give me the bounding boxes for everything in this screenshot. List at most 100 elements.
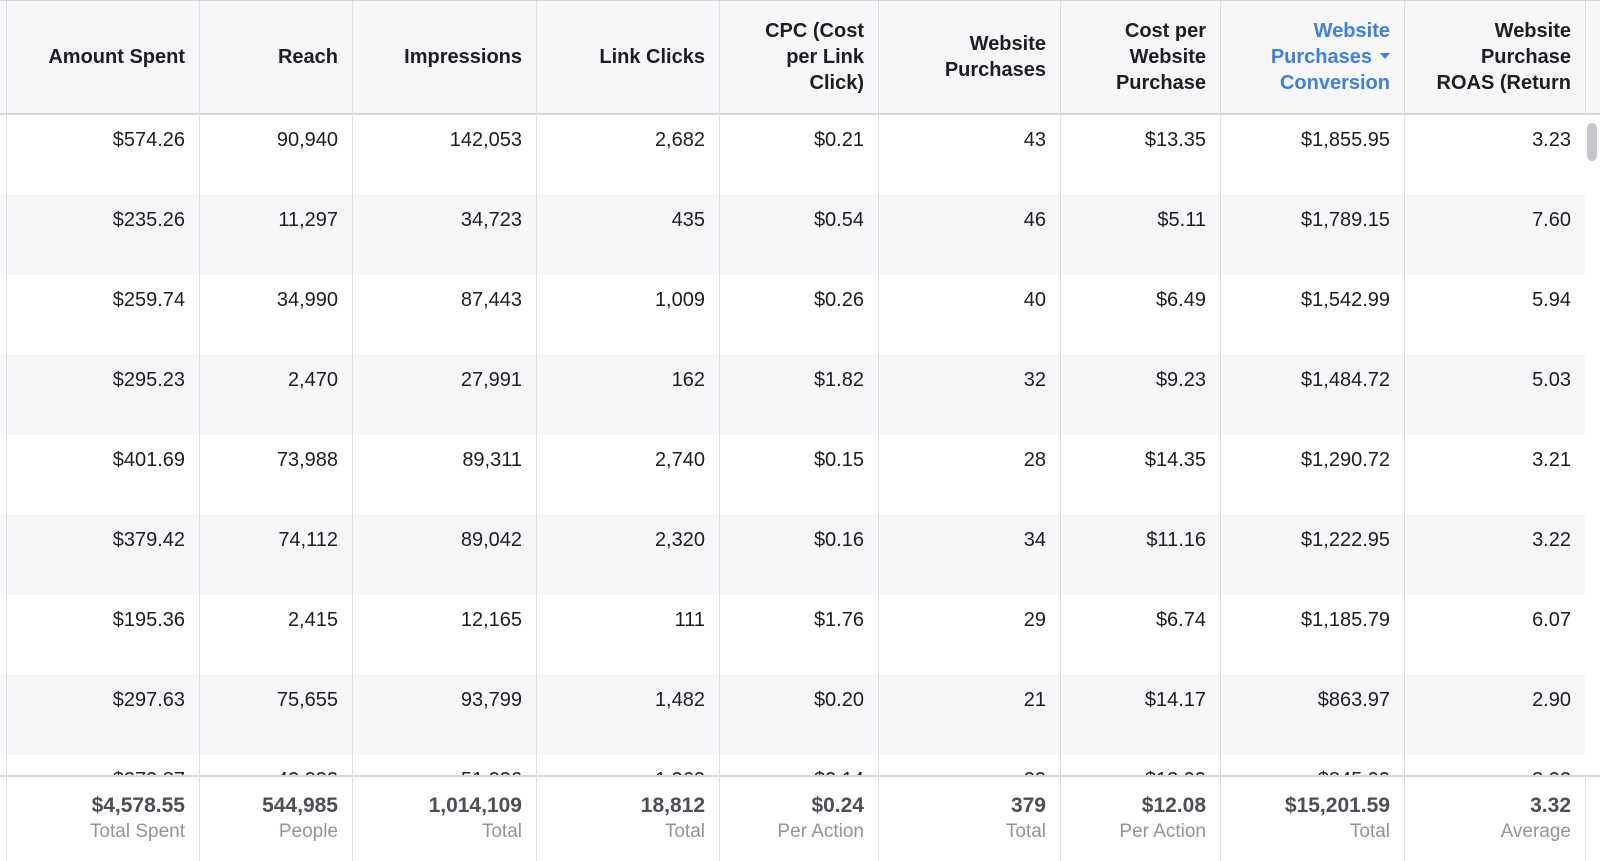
cell-website-purchases: 28 — [1023, 449, 1046, 471]
cell-impressions: 27,991 — [460, 369, 522, 391]
scrollbar-thumb[interactable] — [1587, 123, 1597, 161]
cell-amount-spent: $574.26 — [112, 129, 185, 151]
vertical-scrollbar[interactable] — [1585, 115, 1600, 775]
table-row[interactable]: $295.23 2,470 27,991 162 $1.82 32 $9.23 $1,484.… — [0, 355, 1600, 435]
cell-amount-spent: $235.26 — [112, 209, 185, 231]
table-row[interactable]: $574.26 90,940 142,053 2,682 $0.21 43 $13.35 $1… — [0, 115, 1600, 195]
column-header-link-clicks[interactable]: Link Clicks — [536, 1, 719, 113]
total-value: $12.08 — [1141, 794, 1206, 817]
total-value: $4,578.55 — [91, 794, 185, 817]
total-cell-reach: 544,985 People — [199, 777, 352, 861]
cell-website-purchase-roas-return: 7.60 — [1532, 209, 1571, 231]
total-cell-cost-per-website-purchase: $12.08 Per Action — [1060, 777, 1220, 861]
cell-website-purchases: 20 — [878, 755, 1060, 775]
cell-impressions: 34,723 — [460, 209, 522, 231]
cell-impressions: 89,311 — [462, 449, 522, 471]
table-row[interactable]: $379.42 74,112 89,042 2,320 $0.16 34 $11.16 $1,… — [0, 515, 1600, 595]
table-totals-row: $4,578.55 Total Spent 544,985 People 1,014,1… — [0, 775, 1600, 861]
cell-website-purchases-conversion: $1,542.99 — [1301, 289, 1390, 311]
total-cell-impressions: 1,014,109 Total — [352, 777, 536, 861]
cell-cost-per-website-purchase: $6.74 — [1155, 609, 1206, 631]
caret-down-icon[interactable] — [1380, 52, 1390, 59]
cell-website-purchase-roas-return: 3.23 — [1532, 129, 1571, 151]
total-label: Total — [664, 821, 705, 842]
total-label: Total — [1005, 821, 1046, 842]
total-label: People — [278, 821, 338, 842]
column-header-label: Website Purchases — [944, 33, 1046, 81]
table-row[interactable]: $297.63 75,655 93,799 1,482 $0.20 21 $14.17 $86… — [0, 675, 1600, 755]
total-value: $0.24 — [811, 794, 864, 817]
cell-cost-per-website-purchase: $11.16 — [1146, 529, 1206, 551]
cell-website-purchases-conversion: $1,222.95 — [1301, 529, 1390, 551]
total-label: Total Spent — [89, 821, 185, 842]
cell-amount-spent: $297.63 — [112, 689, 185, 711]
total-value: $15,201.59 — [1284, 794, 1390, 817]
cell-cpc-cost-per-link-click: $0.26 — [813, 289, 864, 311]
cell-website-purchase-roas-return: 5.03 — [1532, 369, 1571, 391]
column-header-label: Website Purchases Conversion — [1270, 20, 1390, 94]
cell-website-purchase-roas-return: 3.22 — [1532, 529, 1571, 551]
cell-cost-per-website-purchase: $14.17 — [1144, 689, 1206, 711]
column-header-label: Impressions — [404, 46, 522, 68]
cell-impressions: 87,443 — [460, 289, 522, 311]
total-label: Per Action — [777, 821, 864, 842]
total-cell-website-purchases-conversion: $15,201.59 Total — [1220, 777, 1404, 861]
cell-amount-spent: $379.42 — [112, 529, 185, 551]
table-row[interactable]: $279.8740,02251,0261,962$0.1420$13.99$84… — [0, 755, 1600, 775]
table-body: $574.26 90,940 142,053 2,682 $0.21 43 $13.35 $1… — [0, 115, 1600, 775]
column-header-reach[interactable]: Reach — [199, 1, 352, 113]
cell-website-purchase-roas-return: 2.90 — [1532, 689, 1571, 711]
column-header-website-purchases-conversion[interactable]: Website Purchases Conversion — [1220, 1, 1404, 113]
cell-reach: 74,112 — [278, 529, 338, 551]
cell-website-purchases-conversion: $863.97 — [1317, 689, 1390, 711]
column-header-label: Amount Spent — [48, 46, 185, 68]
column-header-cost-per-website-purchase[interactable]: Cost per Website Purchase — [1060, 1, 1220, 113]
cell-website-purchases-conversion: $1,855.95 — [1301, 129, 1390, 151]
table-row[interactable]: $195.36 2,415 12,165 111 $1.76 29 $6.74 $1,185.… — [0, 595, 1600, 675]
cell-link-clicks: 162 — [671, 369, 705, 391]
cell-impressions: 12,165 — [460, 609, 522, 631]
cell-website-purchases-conversion: $1,789.15 — [1301, 209, 1390, 231]
table-row[interactable]: $259.74 34,990 87,443 1,009 $0.26 40 $6.49 $1,5… — [0, 275, 1600, 355]
cell-link-clicks: 2,740 — [654, 449, 705, 471]
cell-website-purchase-roas-return: 3.21 — [1532, 449, 1571, 471]
cell-impressions: 142,053 — [449, 129, 522, 151]
column-header-label: Reach — [277, 46, 338, 68]
cell-website-purchase-roas-return: 5.94 — [1532, 289, 1571, 311]
cell-website-purchases: 29 — [1023, 609, 1046, 631]
cell-reach: 2,470 — [287, 369, 338, 391]
cell-impressions: 51,026 — [352, 755, 536, 775]
column-header-label: Link Clicks — [599, 46, 705, 68]
total-label: Total — [1349, 821, 1390, 842]
table-row[interactable]: $235.26 11,297 34,723 435 $0.54 46 $5.11 $1,789… — [0, 195, 1600, 275]
cell-cost-per-website-purchase: $13.35 — [1144, 129, 1206, 151]
cell-amount-spent: $295.23 — [112, 369, 185, 391]
column-header-label: CPC (Cost per Link Click) — [765, 20, 864, 94]
total-value: 1,014,109 — [428, 794, 522, 817]
cell-reach: 11,297 — [278, 209, 338, 231]
cell-cpc-cost-per-link-click: $0.54 — [813, 209, 864, 231]
cell-reach: 90,940 — [276, 129, 338, 151]
column-header-label: Website Purchase ROAS (Return — [1436, 20, 1571, 94]
cell-reach: 73,988 — [276, 449, 338, 471]
column-header-label: Cost per Website Purchase — [1115, 20, 1206, 94]
cell-website-purchases: 32 — [1023, 369, 1046, 391]
cell-website-purchases: 40 — [1023, 289, 1046, 311]
table-row[interactable]: $401.69 73,988 89,311 2,740 $0.15 28 $14.35 $1,… — [0, 435, 1600, 515]
cell-cpc-cost-per-link-click: $0.14 — [719, 755, 878, 775]
column-header-cpc-cost-per-link-click[interactable]: CPC (Cost per Link Click) — [719, 1, 878, 113]
cell-impressions: 89,042 — [460, 529, 522, 551]
cell-website-purchases: 21 — [1023, 689, 1046, 711]
cell-website-purchases-conversion: $1,484.72 — [1301, 369, 1390, 391]
column-header-amount-spent[interactable]: Amount Spent — [0, 1, 199, 113]
total-label: Total — [481, 821, 522, 842]
cell-amount-spent: $195.36 — [112, 609, 185, 631]
column-header-website-purchases[interactable]: Website Purchases — [878, 1, 1060, 113]
column-header-impressions[interactable]: Impressions — [352, 1, 536, 113]
cell-cost-per-website-purchase: $14.35 — [1144, 449, 1206, 471]
column-header-website-purchase-roas-return[interactable]: Website Purchase ROAS (Return — [1404, 1, 1585, 113]
cell-cpc-cost-per-link-click: $0.16 — [813, 529, 864, 551]
table-header: Amount Spent Reach Impressions Link Clicks C… — [0, 1, 1600, 115]
cell-amount-spent: $401.69 — [112, 449, 185, 471]
